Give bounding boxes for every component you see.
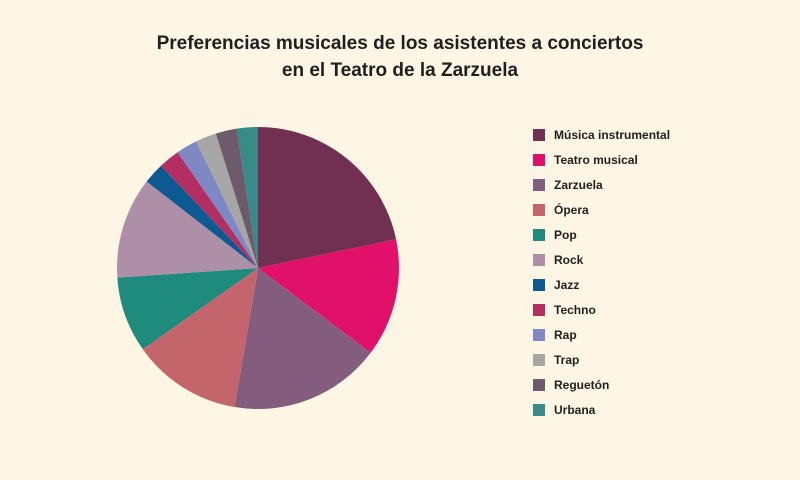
chart-legend: Música instrumental Teatro musical Zarzuel… xyxy=(533,122,670,422)
legend-swatch xyxy=(533,353,545,366)
legend-label: Pop xyxy=(554,227,577,242)
legend-label: Música instrumental xyxy=(554,127,671,142)
legend-label: Teatro musical xyxy=(554,152,638,167)
legend-label: Urbana xyxy=(554,402,596,417)
legend-item: Jazz xyxy=(533,272,670,297)
legend-swatch xyxy=(533,303,545,316)
pie-slice-11 xyxy=(236,127,258,268)
chart-title-line-2: en el Teatro de la Zarzuela xyxy=(281,60,519,81)
pie-slice-5 xyxy=(117,181,259,278)
pie-slice-1 xyxy=(258,239,399,353)
legend-label: Rock xyxy=(554,252,584,267)
pie-slice-10 xyxy=(215,128,258,268)
legend-label: Zarzuela xyxy=(554,177,603,192)
pie-slice-2 xyxy=(234,268,371,409)
legend-item: Rock xyxy=(533,247,670,272)
pie-slice-7 xyxy=(160,152,258,268)
pie-slice-4 xyxy=(117,268,258,350)
legend-item: Teatro musical xyxy=(533,147,670,172)
legend-swatch xyxy=(533,153,545,166)
legend-swatch xyxy=(533,278,545,291)
legend-item: Reguetón xyxy=(533,372,670,397)
legend-item: Trap xyxy=(533,347,670,372)
legend-item: Rap xyxy=(533,322,670,347)
chart-title: Preferencias musicales de los asistentes… xyxy=(0,30,800,84)
pie-slice-3 xyxy=(142,268,258,408)
legend-swatch xyxy=(533,228,545,241)
legend-label: Jazz xyxy=(554,277,580,292)
legend-swatch xyxy=(533,253,545,266)
legend-swatch xyxy=(533,328,545,341)
legend-swatch xyxy=(533,378,545,391)
legend-item: Zarzuela xyxy=(533,172,670,197)
legend-swatch xyxy=(533,178,545,191)
legend-label: Reguetón xyxy=(554,377,610,392)
legend-item: Ópera xyxy=(533,197,670,222)
legend-item: Techno xyxy=(533,297,670,322)
legend-swatch xyxy=(533,128,545,141)
legend-label: Trap xyxy=(554,352,580,367)
legend-item: Urbana xyxy=(533,397,670,422)
legend-swatch xyxy=(533,203,545,216)
legend-item: Pop xyxy=(533,222,670,247)
legend-swatch xyxy=(533,403,545,416)
pie-slice-0 xyxy=(258,127,397,268)
pie-slice-6 xyxy=(146,165,258,268)
pie-slice-9 xyxy=(196,133,258,268)
chart-title-line-1: Preferencias musicales de los asistentes… xyxy=(156,33,644,54)
pie-slice-8 xyxy=(177,141,258,268)
legend-label: Rap xyxy=(554,327,577,342)
legend-label: Ópera xyxy=(554,202,589,217)
legend-item: Música instrumental xyxy=(533,122,670,147)
legend-label: Techno xyxy=(554,302,596,317)
